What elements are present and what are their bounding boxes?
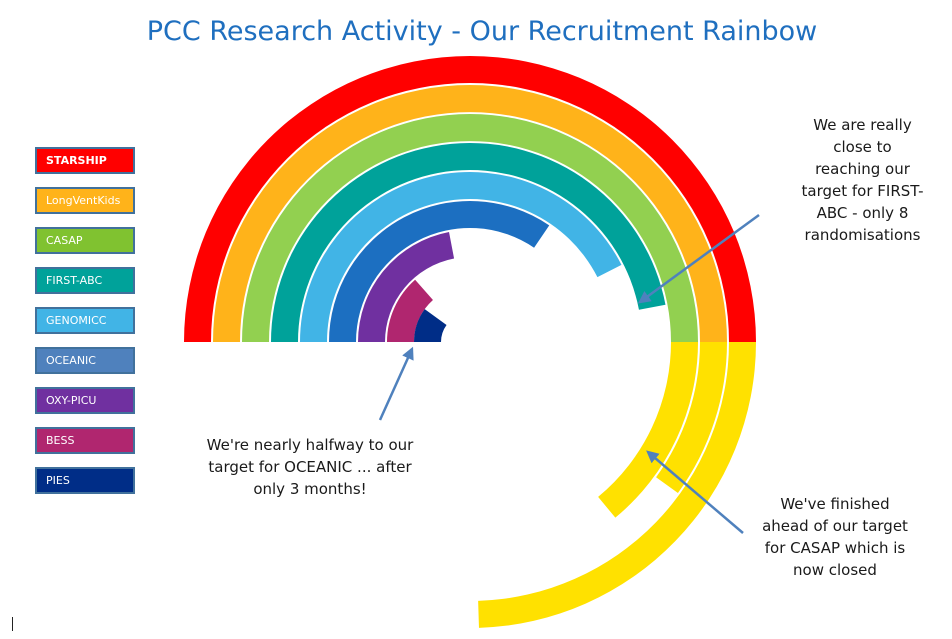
- legend-item-first-abc: FIRST-ABC: [35, 267, 135, 294]
- legend-item-genomicc: GENOMICC: [35, 307, 135, 334]
- annotation-line: We're nearly halfway to our: [206, 436, 414, 454]
- legend-item-starship: STARSHIP: [35, 147, 135, 174]
- arc-oceanic: [329, 200, 550, 342]
- annotation-line: close to: [833, 138, 892, 156]
- annotation-line: We are really: [813, 116, 912, 134]
- legend-item-pies: PIES: [35, 467, 135, 494]
- legend: STARSHIP LongVentKids CASAP FIRST-ABC GENOMI…: [35, 147, 135, 507]
- legend-item-bess: BESS: [35, 427, 135, 454]
- overflow-arc-longventkids: [656, 342, 727, 494]
- arc-bess: [387, 279, 433, 342]
- annotation-line: ABC - only 8: [816, 204, 909, 222]
- annotation-line: ahead of our target: [762, 517, 908, 535]
- arc-longventkids: [213, 85, 727, 342]
- annotation-line: target for OCEANIC ... after: [208, 458, 412, 476]
- annotation-line: We've finished: [780, 495, 890, 513]
- arc-oxy-picu: [358, 231, 455, 342]
- annotation-line: reaching our: [815, 160, 910, 178]
- arc-first-abc: [271, 143, 666, 342]
- chart-title: PCC Research Activity - Our Recruitment …: [146, 16, 818, 47]
- arrow-casap: [646, 450, 744, 534]
- annotation-line: only 3 months!: [253, 480, 367, 498]
- annotation-casap: We've finished ahead of our target for CAS…: [735, 493, 935, 581]
- legend-item-casap: CASAP: [35, 227, 135, 254]
- overflow-arc-starship: [478, 342, 756, 628]
- annotation-line: randomisations: [804, 226, 921, 244]
- arc-genomicc: [300, 171, 622, 342]
- annotation-first-abc: We are really close to reaching our target …: [760, 114, 952, 246]
- legend-item-longventkids: LongVentKids: [35, 187, 135, 214]
- annotation-oceanic: We're nearly halfway to our target for OC…: [190, 434, 430, 500]
- arrow-oceanic: [378, 346, 414, 421]
- text-cursor: [12, 617, 13, 631]
- legend-item-oxy-picu: OXY-PICU: [35, 387, 135, 414]
- arc-casap: [242, 114, 698, 342]
- arrow-first-abc: [637, 213, 760, 304]
- arc-pies: [414, 309, 447, 342]
- annotation-line: target for FIRST-: [801, 182, 924, 200]
- annotation-line: now closed: [793, 561, 877, 579]
- annotation-line: for CASAP which is: [764, 539, 906, 557]
- legend-item-oceanic: OCEANIC: [35, 347, 135, 374]
- overflow-arc-casap: [598, 342, 698, 518]
